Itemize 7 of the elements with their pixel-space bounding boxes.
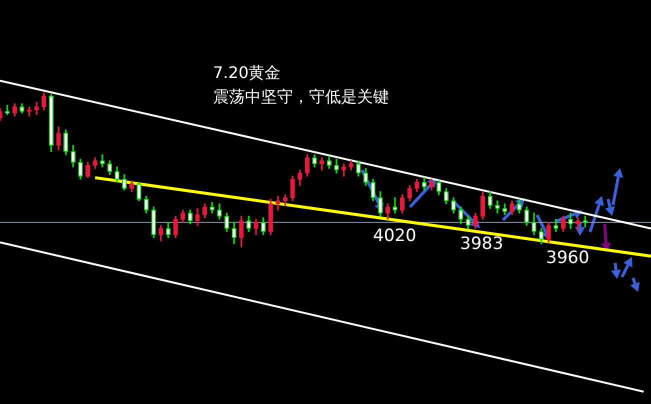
- chart-title: 7.20黄金: [213, 62, 282, 84]
- candlestick: [276, 196, 280, 210]
- chart-subtitle: 震荡中坚守，守低是关键: [213, 86, 389, 108]
- annotation: 3983: [460, 234, 504, 254]
- candlestick: [392, 197, 398, 214]
- text: 3960: [546, 248, 590, 268]
- annotation: 4020: [373, 226, 416, 246]
